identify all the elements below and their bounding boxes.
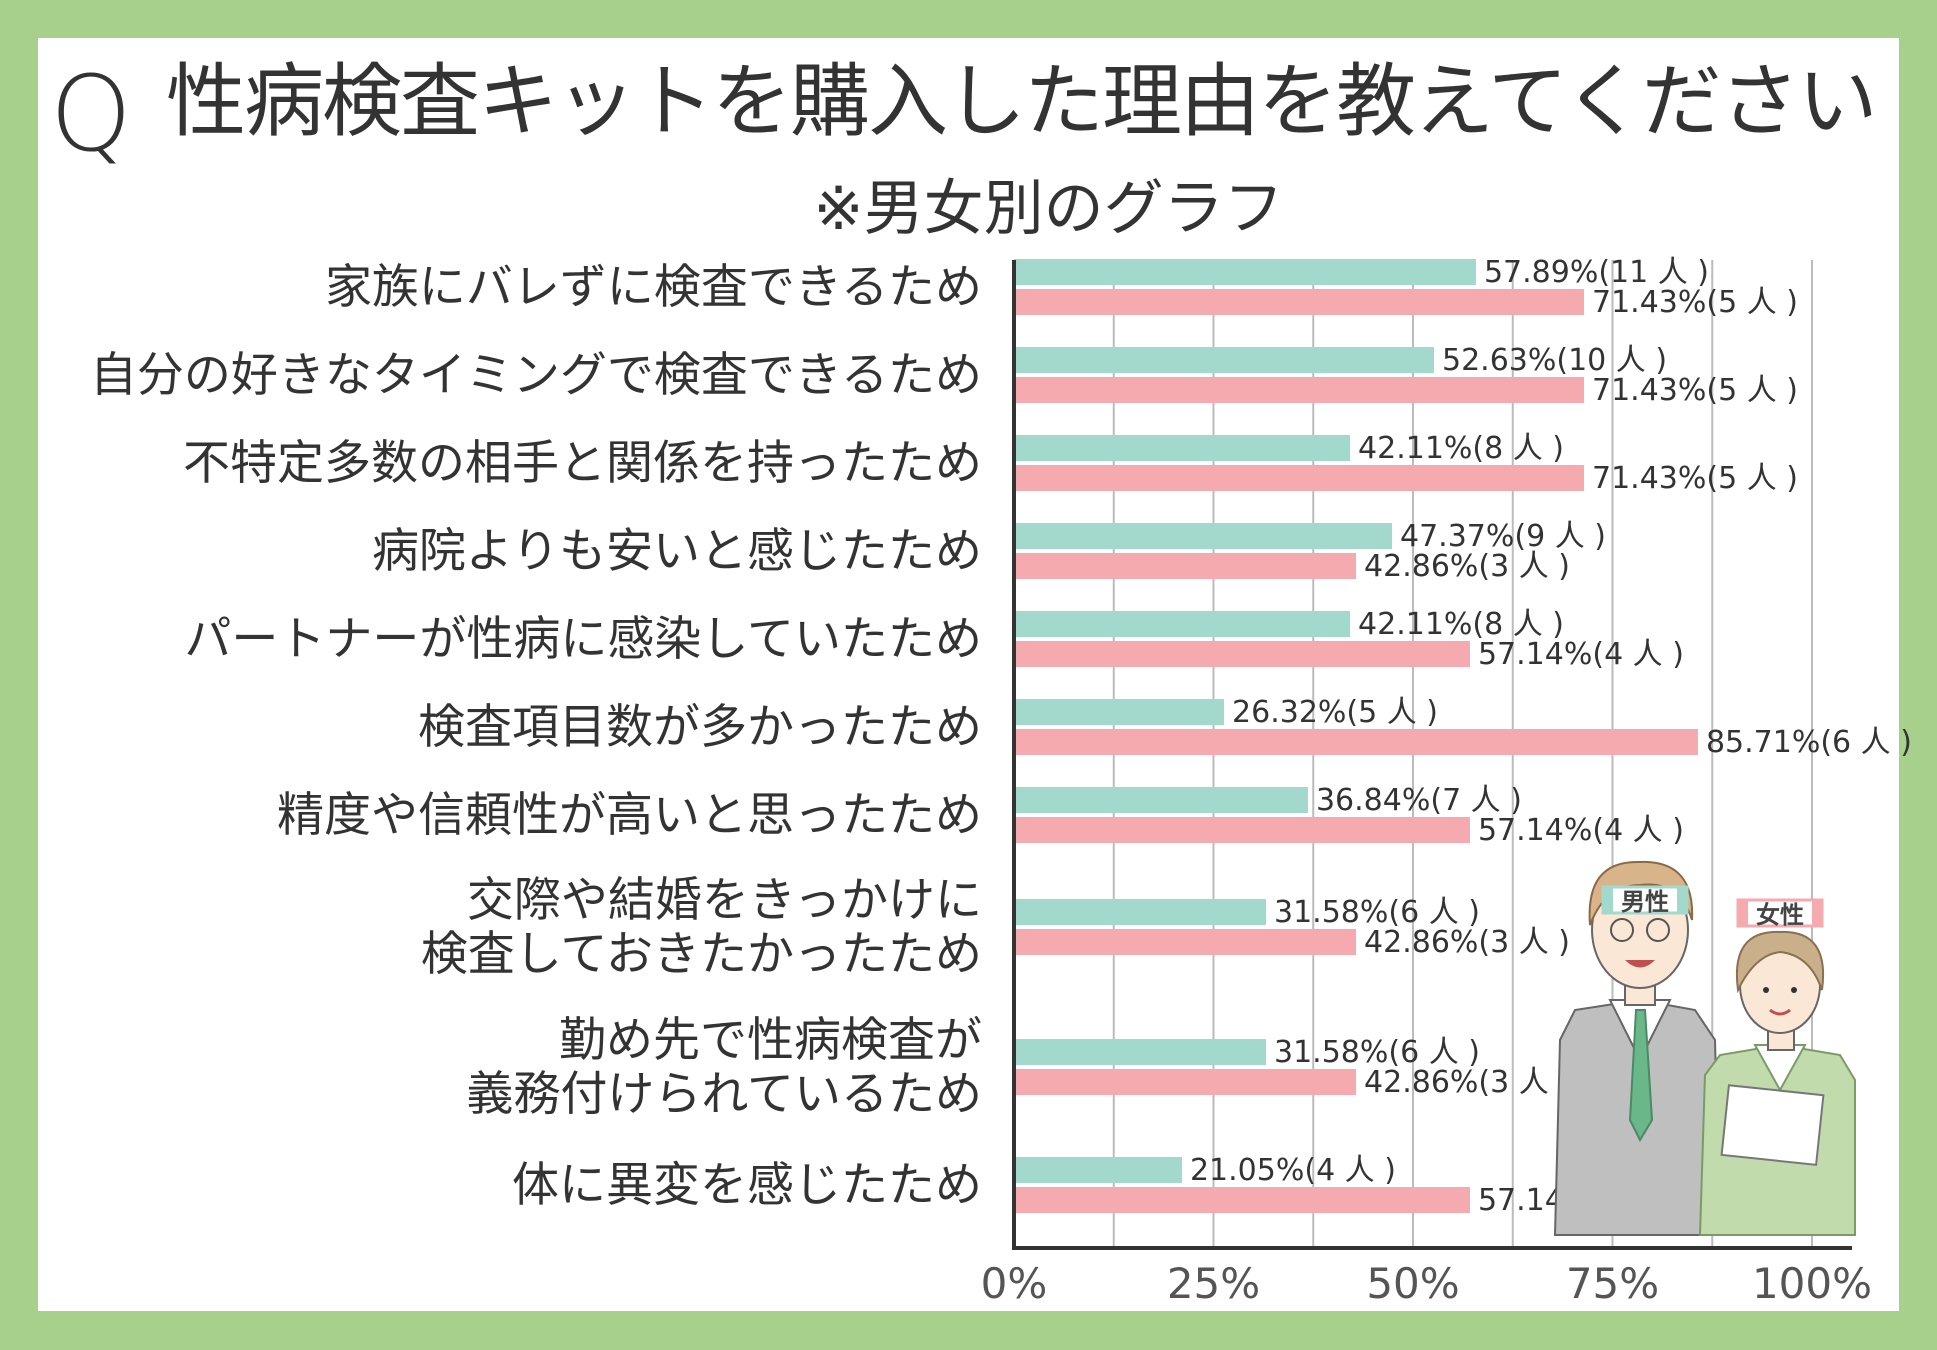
man-illustration: 男性 [1553,860,1722,1236]
category-label: 義務付けられているため [466,1067,982,1122]
axis-ticks: 0% 25% 50% 75% 100% [981,1259,1872,1308]
male-bar [1014,787,1308,813]
male-value-label: 47.37%(9 人 ) [1400,519,1606,554]
category-label: 不特定多数の相手と関係を持ったため [183,436,982,491]
people-illustration: 男性 女性 [1553,860,1856,1236]
female-value-label: 42.86%(3 人 ) [1364,549,1570,584]
category-label: 体に異変を感じたため [512,1158,982,1213]
category-label: 検査しておきたかったため [421,927,982,982]
female-bar [1014,289,1585,315]
female-bar [1014,1187,1470,1213]
female-value-label: 85.71%(6 人 ) [1706,725,1912,760]
male-bar [1014,899,1267,925]
male-value-label: 57.89%(11 人 ) [1484,255,1709,290]
category-label: 病院よりも安いと感じたため [372,524,982,579]
question-mark: Q [50,53,132,175]
male-value-label: 52.63%(10 人 ) [1442,343,1667,378]
female-bar [1014,929,1357,955]
female-value-label: 71.43%(5 人 ) [1592,461,1798,496]
female-bar [1014,465,1585,491]
female-value-label: 57.14%(4 人 ) [1478,637,1684,672]
male-value-label: 21.05%(4 人 ) [1190,1153,1396,1188]
female-value-label: 71.43%(5 人 ) [1592,285,1798,320]
male-bar [1014,611,1351,637]
female-bar [1014,377,1585,403]
x-tick-label: 50% [1366,1259,1459,1308]
male-bar [1014,435,1351,461]
female-legend-label: 女性 [1756,901,1804,929]
female-value-label: 42.86%(3 人 ) [1364,925,1570,960]
male-legend-tag [1601,885,1689,915]
male-bar [1014,1039,1267,1065]
male-value-label: 31.58%(6 人 ) [1274,1035,1480,1070]
female-bar [1014,729,1698,755]
male-bar [1014,699,1225,725]
female-bar [1014,553,1357,579]
male-value-label: 36.84%(7 人 ) [1316,783,1522,818]
category-labels: 家族にバレずに検査できるため自分の好きなタイミングで検査できるため不特定多数の相… [90,260,982,1213]
axes [1012,260,1852,1250]
male-bar [1014,1157,1182,1183]
x-tick-label: 75% [1566,1259,1659,1308]
male-value-label: 42.11%(8 人 ) [1358,607,1564,642]
category-label: 交際や結婚をきっかけに [467,873,982,928]
male-value-label: 42.11%(8 人 ) [1358,431,1564,466]
male-value-label: 26.32%(5 人 ) [1232,695,1438,730]
x-tick-label: 100% [1752,1259,1872,1308]
chart-title: 性病検査キットを購入した理由を教えてください [166,55,1878,148]
category-label: パートナーが性病に感染していたため [184,612,982,667]
category-label: 検査項目数が多かったため [418,700,982,755]
woman-illustration: 女性 [1698,898,1856,1236]
category-label: 家族にバレずに検査できるため [325,260,982,315]
female-bar [1014,817,1470,843]
male-bar [1014,347,1434,373]
x-tick-label: 0% [981,1259,1048,1308]
bars: 57.89%(11 人 ) 52.63%(10 人 ) 42.11%(8 人 ) 47… [1014,255,1912,1218]
category-label: 勤め先で性病検査が [559,1013,982,1068]
female-value-label: 71.43%(5 人 ) [1592,373,1798,408]
female-value-label: 42.86%(3 人 ) [1364,1065,1570,1100]
male-value-label: 31.58%(6 人 ) [1274,895,1480,930]
category-label: 自分の好きなタイミングで検査できるため [90,348,982,403]
female-bar [1014,641,1470,667]
male-legend-label: 男性 [1621,888,1669,916]
x-tick-label: 25% [1167,1259,1260,1308]
female-value-label: 57.14%(4 人 ) [1478,813,1684,848]
male-bar [1014,259,1476,285]
female-bar [1014,1069,1357,1095]
male-bar [1014,523,1393,549]
category-label: 精度や信頼性が高いと思ったため [277,788,982,843]
chart-card: Q 性病検査キットを購入した理由を教えてください ※男女別のグラフ [38,38,1899,1311]
chart-subtitle: ※男女別のグラフ [813,174,1284,244]
